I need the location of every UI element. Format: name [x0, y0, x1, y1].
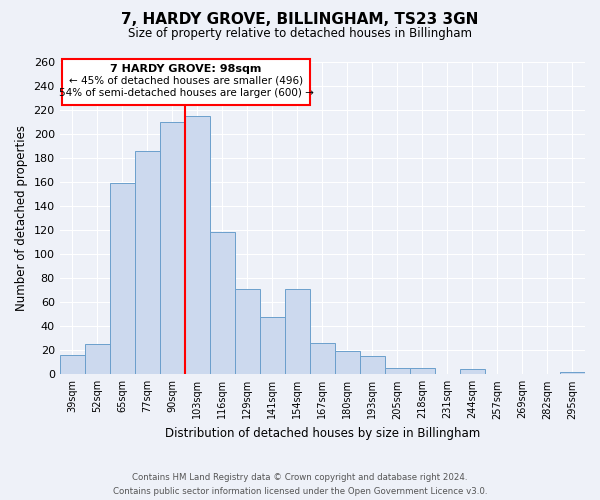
Y-axis label: Number of detached properties: Number of detached properties — [15, 125, 28, 311]
Text: Contains public sector information licensed under the Open Government Licence v3: Contains public sector information licen… — [113, 486, 487, 496]
Bar — [360, 356, 385, 374]
Bar — [560, 372, 585, 374]
Text: 54% of semi-detached houses are larger (600) →: 54% of semi-detached houses are larger (… — [59, 88, 313, 98]
Bar — [59, 355, 85, 374]
Bar — [210, 232, 235, 374]
Bar — [385, 368, 410, 374]
Bar — [160, 122, 185, 374]
Bar — [235, 289, 260, 374]
Text: 7, HARDY GROVE, BILLINGHAM, TS23 3GN: 7, HARDY GROVE, BILLINGHAM, TS23 3GN — [121, 12, 479, 28]
Bar — [135, 150, 160, 374]
Bar — [260, 316, 285, 374]
Text: 7 HARDY GROVE: 98sqm: 7 HARDY GROVE: 98sqm — [110, 64, 262, 74]
Bar — [335, 352, 360, 374]
Text: ← 45% of detached houses are smaller (496): ← 45% of detached houses are smaller (49… — [69, 76, 303, 86]
Bar — [85, 344, 110, 374]
Bar — [110, 183, 135, 374]
Bar — [460, 370, 485, 374]
Bar — [185, 116, 210, 374]
X-axis label: Distribution of detached houses by size in Billingham: Distribution of detached houses by size … — [165, 427, 480, 440]
Bar — [285, 289, 310, 374]
Text: Size of property relative to detached houses in Billingham: Size of property relative to detached ho… — [128, 28, 472, 40]
Bar — [410, 368, 435, 374]
FancyBboxPatch shape — [62, 59, 310, 105]
Text: Contains HM Land Registry data © Crown copyright and database right 2024.: Contains HM Land Registry data © Crown c… — [132, 473, 468, 482]
Bar — [310, 343, 335, 374]
